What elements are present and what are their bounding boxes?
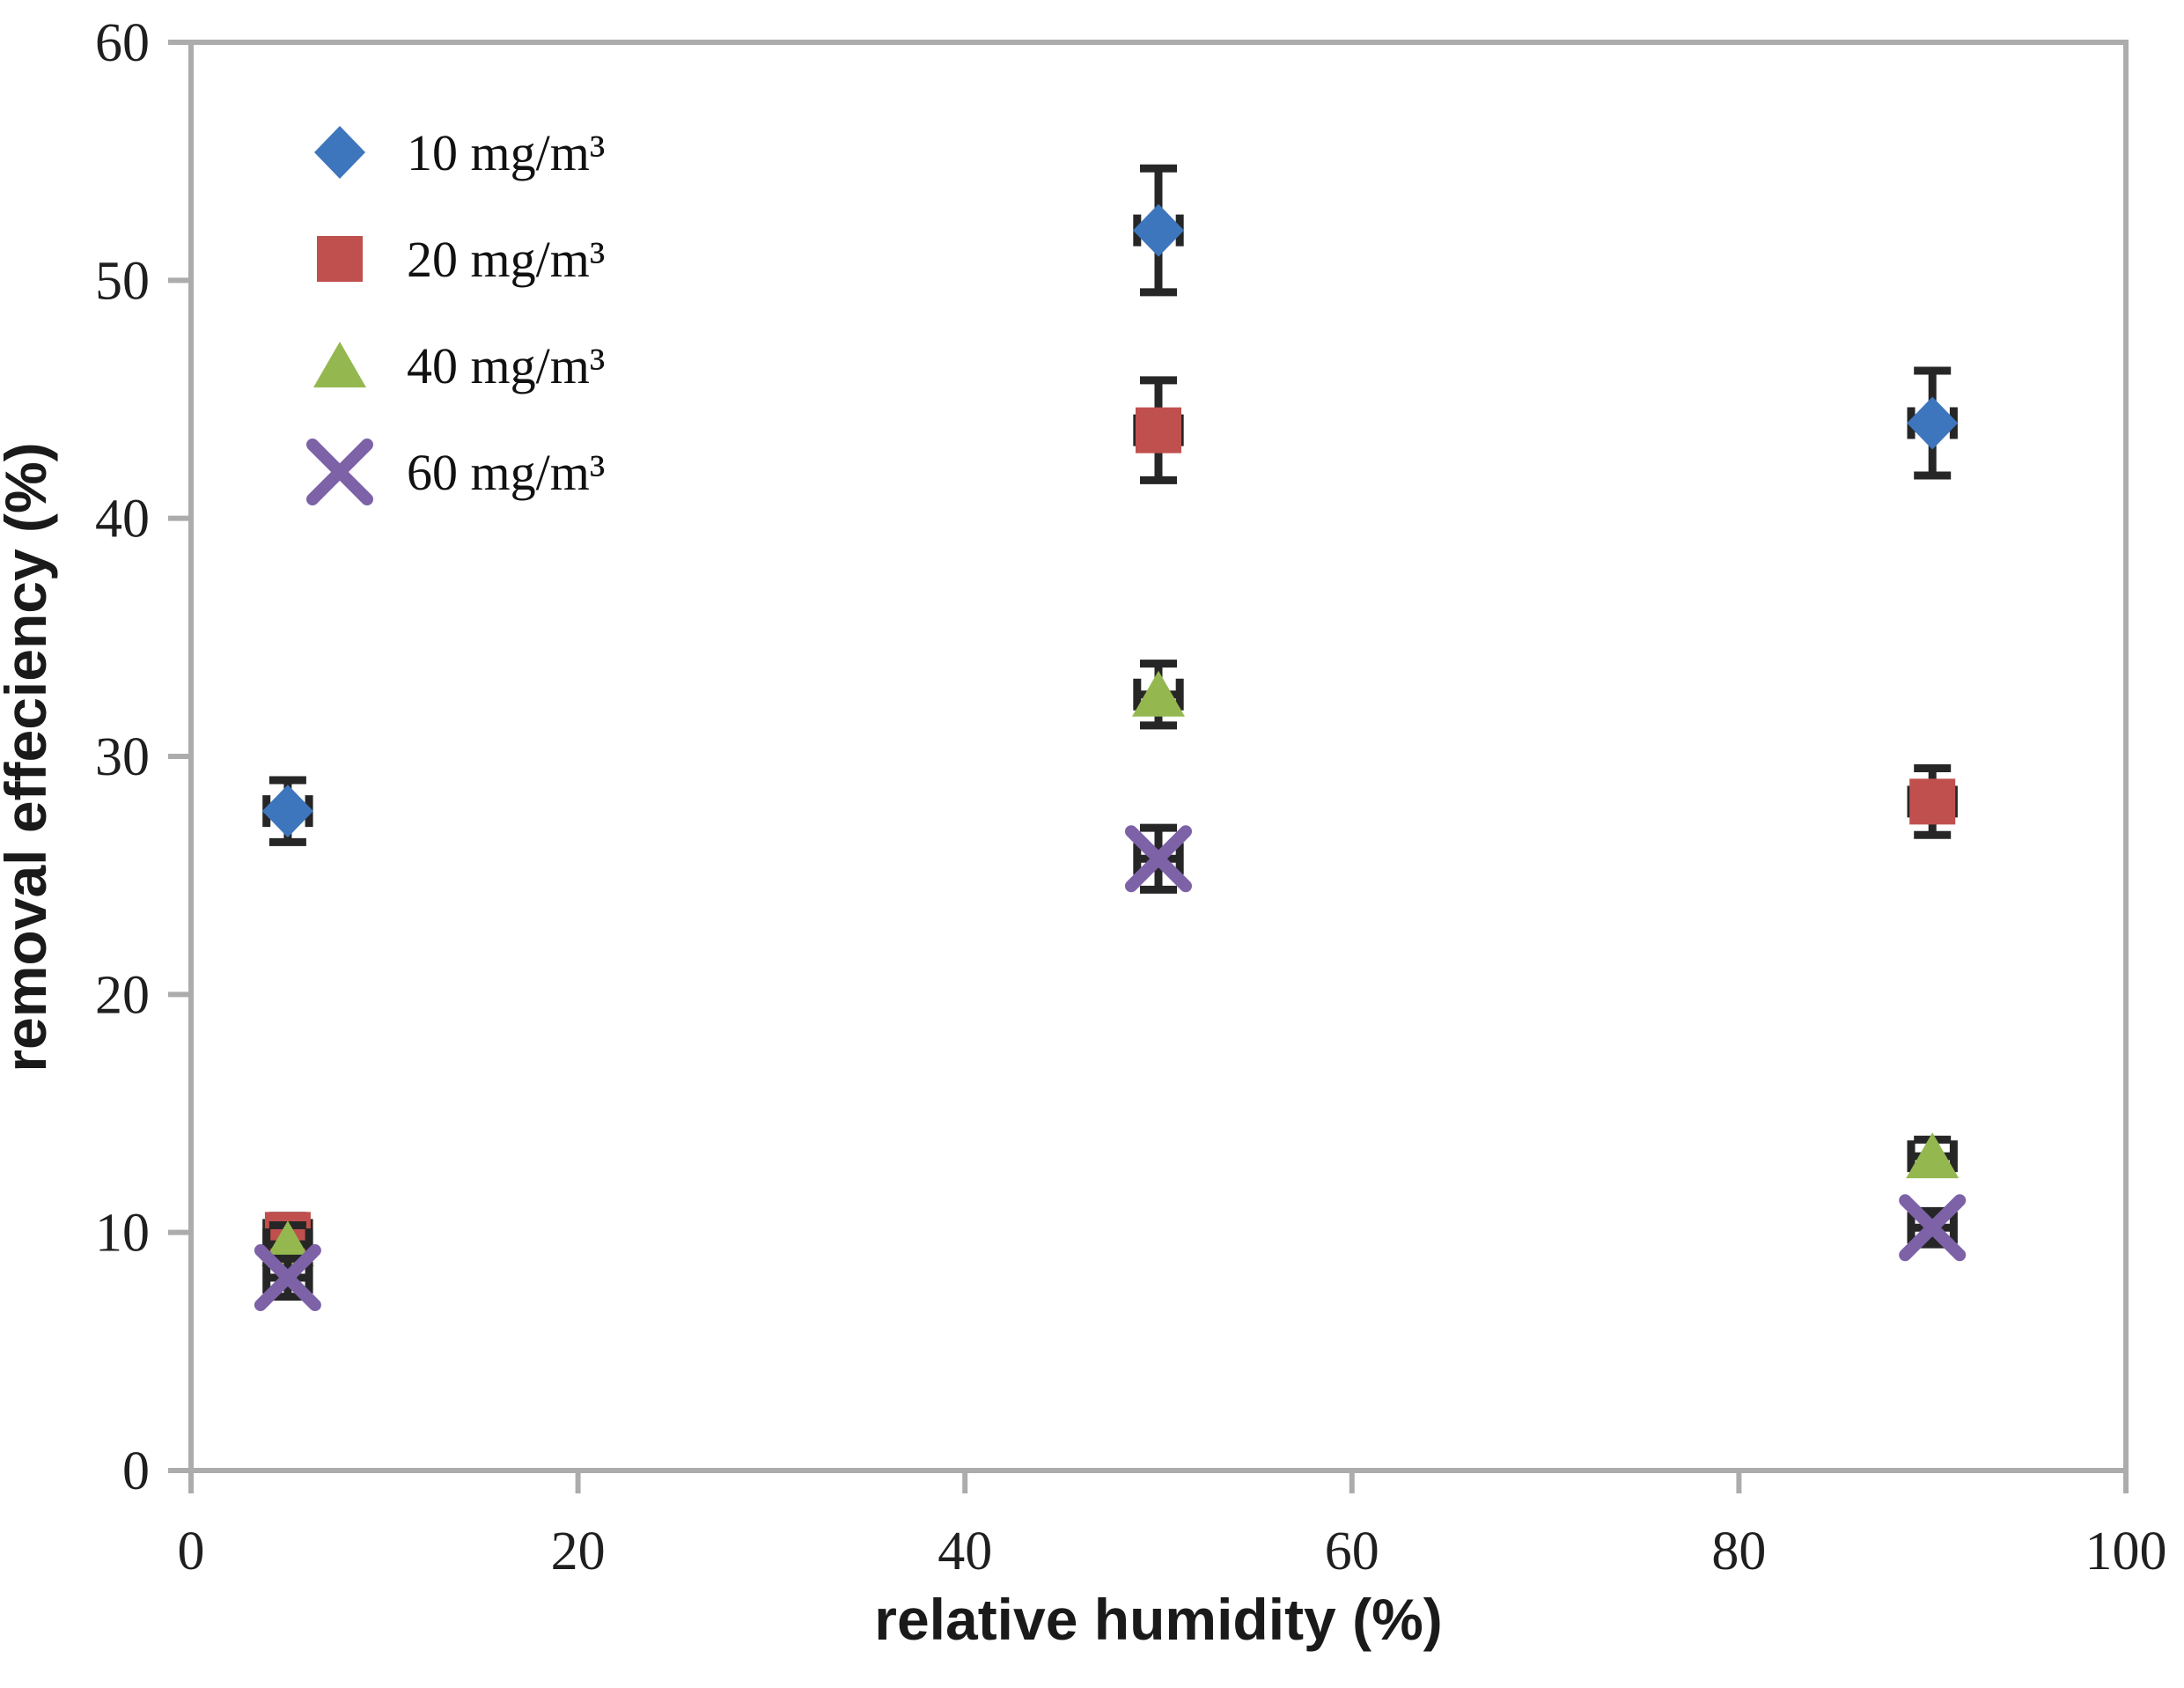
data-point-marker-triangle [1906,1132,1960,1179]
y-axis-title: removal effeciency (%) [0,442,58,1072]
data-point-marker-diamond [1907,396,1959,450]
y-axis-ticks: 0 10 20 30 40 50 60 [95,13,191,1501]
y-tick-label: 0 [122,1441,150,1501]
x-tick-label: 60 [1325,1522,1379,1581]
x-marker-stroke [306,439,373,505]
x-tick-label: 40 [938,1522,992,1581]
y-tick-label: 20 [95,965,150,1025]
legend-marker-icons [306,126,373,505]
y-tick-label: 60 [95,13,150,73]
data-point-marker-diamond [261,785,313,838]
data-point-marker-triangle [313,342,366,387]
data-point-marker-square [1136,407,1181,453]
series-square [262,376,1958,1258]
x-axis-title: relative humidity (%) [874,1587,1442,1652]
x-marker-stroke [254,1244,321,1312]
x-marker-stroke [1125,825,1192,893]
y-tick-label: 50 [95,251,150,311]
y-tick-label: 40 [95,490,150,549]
legend: 10 mg/m³ 20 mg/m³ 40 mg/m³ 60 mg/m³ [407,124,605,501]
series-diamond [261,164,1959,846]
series-triangle [261,660,1960,1268]
data-point-marker-diamond [1133,203,1184,257]
x-marker-stroke [1899,1194,1967,1262]
data-point-marker-square [317,236,363,282]
legend-item-label: 60 mg/m³ [407,444,605,501]
x-tick-label: 0 [178,1522,205,1581]
legend-item-label: 20 mg/m³ [407,231,605,288]
x-tick-label: 80 [1711,1522,1766,1581]
data-point-marker-x [306,439,373,505]
legend-item-label: 10 mg/m³ [407,124,605,181]
data-point-marker-x [1899,1194,1967,1262]
y-tick-label: 10 [95,1204,150,1264]
x-axis-ticks: 0 20 40 60 80 100 [178,1471,2167,1581]
data-point-marker-triangle [1132,670,1185,717]
series-x [254,823,1967,1312]
data-point-marker-x [254,1244,321,1312]
data-point-marker-diamond [314,126,365,179]
x-tick-label: 20 [551,1522,606,1581]
x-tick-label: 100 [2085,1522,2167,1581]
data-points-layer [254,164,1967,1312]
y-tick-label: 30 [95,727,150,787]
data-point-marker-square [1909,778,1956,825]
legend-item-label: 40 mg/m³ [407,337,605,394]
data-point-marker-x [1125,825,1192,893]
